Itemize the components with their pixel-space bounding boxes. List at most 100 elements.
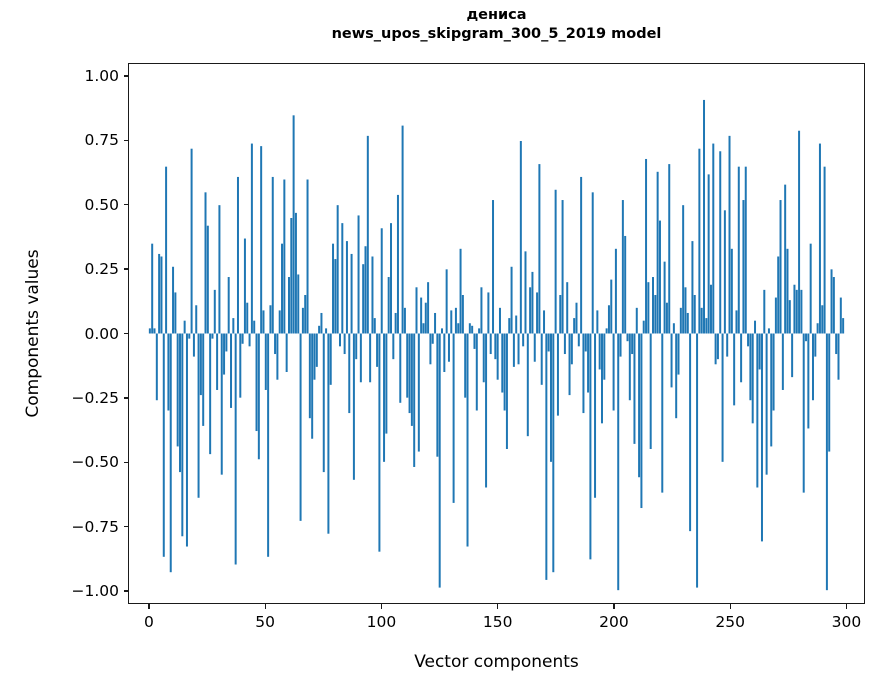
bar — [165, 166, 168, 334]
bar — [559, 295, 562, 334]
bar — [276, 333, 279, 380]
bar — [406, 333, 409, 398]
bar — [197, 333, 200, 498]
bar — [341, 223, 344, 334]
bar — [394, 312, 397, 334]
bar — [369, 333, 372, 383]
bar — [786, 248, 789, 334]
bar — [774, 297, 777, 334]
bar — [447, 333, 450, 362]
bar — [151, 243, 154, 334]
y-tick-mark — [123, 461, 128, 463]
bar — [283, 179, 286, 334]
bar — [158, 253, 161, 334]
bar — [798, 130, 801, 334]
bar — [230, 333, 233, 408]
bar — [654, 295, 657, 334]
bar — [373, 318, 376, 334]
bar — [336, 205, 339, 334]
bar — [183, 320, 186, 334]
bar — [825, 333, 828, 591]
bar — [348, 333, 351, 414]
bar — [385, 333, 388, 434]
y-tick-mark — [123, 590, 128, 592]
bar — [733, 333, 736, 406]
bar — [225, 333, 228, 352]
bar — [691, 241, 694, 334]
bar — [287, 277, 290, 334]
bar — [489, 333, 492, 355]
bar — [380, 228, 383, 334]
bar — [148, 328, 151, 334]
bar — [424, 302, 427, 334]
bar — [441, 328, 444, 334]
bar — [777, 256, 780, 334]
bar — [665, 302, 668, 334]
bar — [190, 148, 193, 334]
chart-title: дениса news_upos_skipgram_300_5_2019 mod… — [128, 6, 865, 44]
bar — [429, 333, 432, 365]
bar — [248, 333, 251, 347]
bar — [633, 333, 636, 444]
bar — [784, 184, 787, 334]
y-tick-label: 0.50 — [84, 195, 119, 214]
bar — [292, 115, 295, 334]
bar — [243, 238, 246, 334]
bar — [763, 289, 766, 334]
bar — [234, 333, 237, 565]
bar — [179, 333, 182, 473]
x-tick-label: 100 — [366, 613, 397, 631]
bar — [452, 333, 455, 503]
bar — [658, 220, 661, 334]
bar — [434, 312, 437, 334]
bar — [281, 243, 284, 334]
bar — [575, 302, 578, 334]
bar — [308, 333, 311, 419]
y-tick-label: 0.75 — [84, 131, 119, 150]
bar — [705, 318, 708, 334]
bar — [598, 333, 601, 370]
bar — [269, 305, 272, 334]
bar — [457, 323, 460, 334]
bar — [262, 310, 265, 334]
bar — [603, 333, 606, 380]
bar — [703, 99, 706, 334]
bar — [220, 333, 223, 475]
bar — [672, 323, 675, 334]
bar — [684, 287, 687, 334]
y-tick-label: −0.75 — [71, 517, 120, 536]
bar — [635, 307, 638, 334]
bar — [767, 328, 770, 334]
bar — [468, 323, 471, 334]
bar — [352, 333, 355, 480]
bar — [392, 333, 395, 360]
bar — [640, 333, 643, 509]
x-tick-mark — [845, 604, 848, 609]
bar — [332, 243, 335, 334]
bar — [802, 333, 805, 493]
bar — [232, 318, 235, 334]
bar — [359, 333, 362, 383]
bar — [842, 318, 845, 334]
bar — [436, 333, 439, 457]
chart-title-line-2: news_upos_skipgram_300_5_2019 model — [331, 26, 662, 42]
bar — [760, 333, 763, 542]
bar — [821, 305, 824, 334]
bar — [322, 333, 325, 473]
bar — [807, 333, 810, 429]
bar — [297, 274, 300, 334]
bar — [712, 143, 715, 334]
bar — [241, 333, 244, 344]
bar — [355, 333, 358, 360]
bar — [647, 282, 650, 334]
bar — [461, 295, 464, 334]
bar — [169, 333, 172, 573]
y-tick-mark — [123, 204, 128, 206]
bar-plot-canvas — [129, 64, 864, 603]
bar — [427, 282, 430, 334]
bar — [278, 310, 281, 334]
bar — [645, 158, 648, 334]
bar — [607, 305, 610, 334]
bar — [614, 248, 617, 334]
bar — [533, 333, 536, 362]
